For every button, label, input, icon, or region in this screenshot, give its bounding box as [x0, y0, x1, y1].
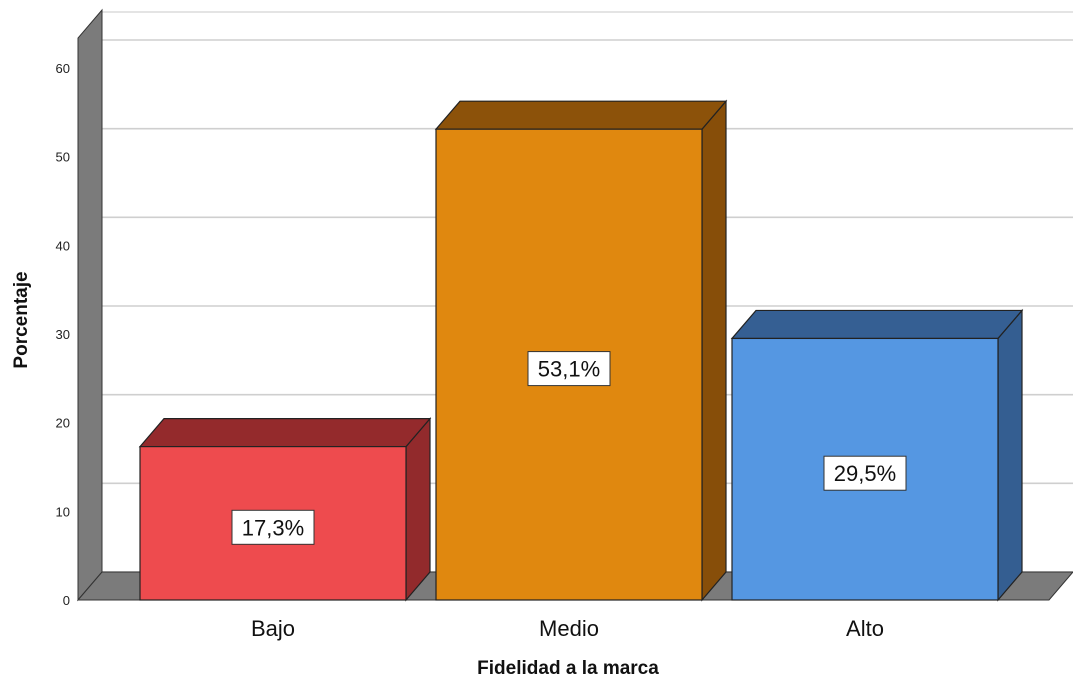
data-label: 29,5% — [823, 455, 907, 491]
y-tick-label: 60 — [56, 61, 70, 76]
data-label-box — [823, 455, 907, 491]
data-label-text: 29,5% — [834, 461, 896, 486]
y-axis-title: Porcentaje — [11, 271, 32, 368]
x-category-label: Alto — [846, 616, 884, 641]
y-tick-label: 40 — [56, 238, 70, 253]
y-tick-label: 0 — [63, 593, 70, 608]
data-label-text: 17,3% — [242, 515, 304, 540]
x-category-label: Medio — [539, 616, 599, 641]
bar-bajo — [138, 416, 432, 602]
data-label: 17,3% — [231, 509, 315, 545]
data-label-text: 53,1% — [538, 357, 600, 382]
bar-side — [701, 99, 727, 602]
y-tick-label: 30 — [56, 327, 70, 342]
x-category-label: Bajo — [251, 616, 295, 641]
bar-medio — [434, 99, 728, 602]
left-wall — [77, 8, 103, 602]
bar-side — [997, 308, 1023, 602]
y-tick-label: 50 — [56, 150, 70, 165]
data-labels: 17,3% 53,1% 29,5% — [231, 351, 907, 545]
y-axis-ticks: 0 10 20 30 40 50 60 — [56, 61, 70, 608]
y-tick-label: 20 — [56, 416, 70, 431]
data-label-box — [527, 351, 611, 387]
bar-side — [405, 416, 431, 602]
data-label-box — [231, 509, 315, 545]
bar-top — [434, 100, 728, 130]
data-label: 53,1% — [527, 351, 611, 387]
x-axis-categories: Bajo Medio Alto — [251, 616, 884, 641]
bar-alto — [730, 308, 1024, 602]
y-tick-label: 10 — [56, 504, 70, 519]
x-axis-title: Fidelidad a la marca — [477, 658, 659, 679]
bar-top — [138, 418, 432, 448]
bar-top — [730, 309, 1024, 340]
